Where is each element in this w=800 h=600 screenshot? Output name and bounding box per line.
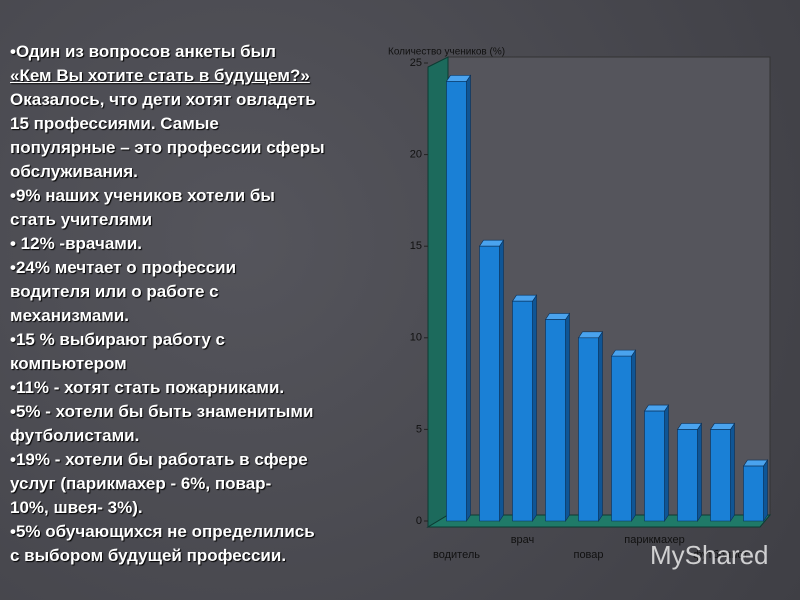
text-line: обслуживания. [10, 162, 138, 181]
bar [478, 239, 505, 522]
bar [544, 312, 571, 522]
bar-face [499, 239, 504, 522]
text-line: услуг (парикмахер - 6%, повар- [10, 474, 272, 493]
text-line: футболистами. [10, 426, 140, 445]
text-line: водителя или о работе с [10, 282, 219, 301]
bar-face [763, 459, 768, 522]
bar [643, 404, 670, 522]
bar-face [742, 459, 769, 467]
bar-face [446, 81, 467, 522]
bar-face [631, 349, 636, 522]
bar-face [611, 355, 632, 522]
bar-face [676, 423, 703, 430]
bar-face [677, 429, 698, 522]
text-line: с выбором будущей профессии. [10, 546, 287, 565]
bar [742, 459, 769, 522]
bar-face [710, 429, 731, 522]
bar-face [644, 410, 665, 522]
bar-face [709, 423, 736, 430]
bar-face [578, 337, 599, 522]
bar-face [445, 75, 472, 82]
y-tick-label: 20 [410, 149, 422, 161]
text-line: • 12% -врачами. [10, 234, 143, 253]
text-line: •15 % выбирают работу с [10, 330, 226, 349]
y-tick-label: 10 [410, 332, 422, 344]
bar-face [466, 74, 471, 522]
bar-face [643, 404, 670, 412]
text-line: 15 профессиями. Самые [10, 114, 219, 133]
watermark: MyShared [650, 540, 769, 570]
bar-face [565, 312, 570, 522]
bar-face [664, 404, 669, 522]
bar-face [544, 313, 571, 320]
text-line: 10%, швея- 3%). [10, 498, 143, 517]
text-line: •5% обучающихся не определились [10, 522, 315, 541]
text-line: •24% мечтает о профессии [10, 258, 237, 277]
text-line: популярные – это профессии сферы [10, 138, 325, 157]
bar-face [577, 331, 604, 339]
bar-face [545, 319, 566, 522]
text-line: •5% - хотели бы быть знаменитыми [10, 402, 314, 421]
y-tick-label: 15 [410, 240, 422, 252]
y-tick-label: 0 [416, 515, 422, 527]
bar [511, 294, 538, 522]
y-tick-label: 25 [410, 57, 422, 69]
text-line: •Один из вопросов анкеты был [10, 42, 276, 61]
bar-face [478, 239, 505, 247]
x-tick-label: водитель [433, 549, 480, 561]
bar-face [479, 245, 500, 522]
bar-face [697, 422, 702, 522]
text-line: •19% - хотели бы работать в сфере [10, 450, 308, 469]
bar-face [532, 294, 537, 522]
text-line: механизмами. [10, 306, 130, 325]
bar-face [598, 330, 603, 522]
text-line: стать учителями [10, 210, 153, 229]
bar [445, 74, 472, 522]
text-line: компьютером [10, 354, 127, 373]
text-line: «Кем Вы хотите стать в будущем?» [10, 66, 310, 85]
text-line: •9% наших учеников хотели бы [10, 186, 275, 205]
slide-text: •Один из вопросов анкеты был «Кем Вы хоти… [10, 40, 410, 568]
bar [610, 349, 637, 522]
bar-face [511, 294, 538, 302]
bar [676, 422, 703, 522]
bar [577, 330, 604, 522]
x-tick-label: повар [573, 549, 603, 561]
y-axis-title: Количество учеников (%) [388, 47, 505, 58]
text-line: Оказалось, что дети хотят овладеть [10, 90, 316, 109]
text-line: •11% - хотят стать пожарниками. [10, 378, 285, 397]
x-tick-label: футболист [693, 549, 748, 561]
y-tick-label: 5 [416, 423, 422, 435]
bar-face [730, 422, 735, 522]
x-tick-label: парикмахер [624, 534, 684, 546]
x-tick-label: врач [511, 534, 535, 546]
bar-face [610, 349, 637, 357]
bar-face [743, 465, 764, 522]
side-wall [427, 56, 449, 528]
bar [709, 422, 736, 522]
bar-face [512, 300, 533, 522]
